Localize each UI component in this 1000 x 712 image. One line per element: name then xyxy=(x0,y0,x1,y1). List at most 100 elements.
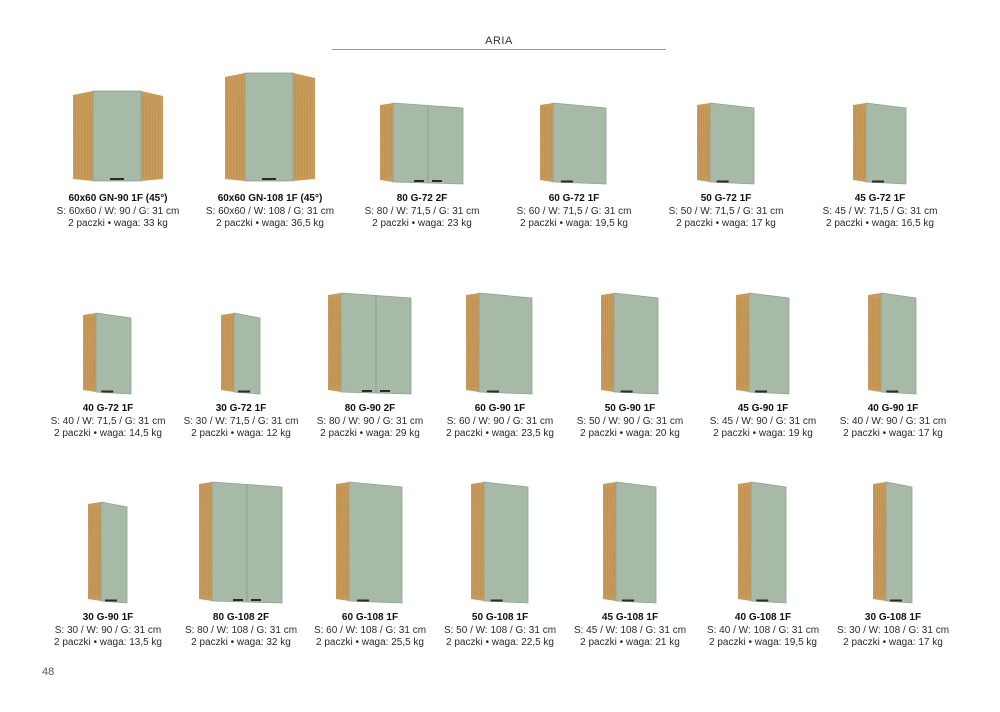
door-front xyxy=(100,501,127,604)
door-front xyxy=(750,481,787,604)
cabinet-name: 50 G-108 1F xyxy=(471,612,529,623)
side-panel xyxy=(198,482,212,601)
cabinet-image xyxy=(87,501,129,606)
cabinet-name: 60x60 GN-108 1F (45°) xyxy=(217,193,323,204)
cabinet-package-weight: 2 paczki • waga: 22,5 kg xyxy=(445,637,554,648)
cabinet-package-weight: 2 paczki • waga: 19,5 kg xyxy=(708,637,817,648)
cabinet-caption: 40 G-90 1F S: 40 / W: 90 / G: 31 cm 2 pacz… xyxy=(818,403,968,441)
cabinet-name: 60 G-108 1F xyxy=(341,612,399,623)
cabinet-image xyxy=(225,71,315,187)
cabinet-dimensions: S: 30 / W: 71,5 / G: 31 cm xyxy=(183,415,299,427)
collection-title: ARIA xyxy=(485,35,513,47)
handle xyxy=(379,390,390,392)
cabinet-caption: 80 G-90 2F S: 80 / W: 90 / G: 31 cm 2 pacz… xyxy=(295,403,445,441)
handle xyxy=(756,599,769,602)
cabinet-drawing xyxy=(327,292,411,395)
cabinet-image xyxy=(379,102,465,187)
cabinet-caption: 60 G-72 1F S: 60 / W: 71,5 / G: 31 cm 2 pa… xyxy=(499,193,649,231)
door-front xyxy=(92,90,142,182)
cabinet-name: 30 G-108 1F xyxy=(864,612,922,623)
header-rule xyxy=(332,49,666,50)
side-panel-left xyxy=(225,73,245,181)
handle xyxy=(361,390,372,392)
door-front xyxy=(244,72,294,182)
handle xyxy=(356,599,369,602)
side-panel xyxy=(220,313,234,392)
cabinet-caption: 30 G-108 1F S: 30 / W: 108 / G: 31 cm 2 pa… xyxy=(818,612,968,650)
cabinet-image xyxy=(466,292,534,397)
cabinet-name: 40 G-108 1F xyxy=(734,612,792,623)
handle xyxy=(754,390,767,393)
cabinet-drawing xyxy=(379,102,463,185)
cabinet-caption: 50 G-72 1F S: 50 / W: 71,5 / G: 31 cm 2 pa… xyxy=(651,193,801,231)
handle xyxy=(886,390,899,393)
cabinet-dimensions: S: 45 / W: 71,5 / G: 31 cm xyxy=(822,205,938,217)
cabinet-caption: 80 G-72 2F S: 80 / W: 71,5 / G: 31 cm 2 pa… xyxy=(347,193,497,231)
handle xyxy=(431,180,442,182)
cabinet-dimensions: S: 40 / W: 90 / G: 31 cm xyxy=(839,415,947,427)
cabinet-image xyxy=(735,292,791,397)
cabinet-drawing xyxy=(470,481,528,604)
side-panel-left xyxy=(73,91,93,181)
cabinet-dimensions: S: 50 / W: 108 / G: 31 cm xyxy=(443,624,557,636)
cabinet-caption: 45 G-72 1F S: 45 / W: 71,5 / G: 31 cm 2 pa… xyxy=(805,193,955,231)
handle xyxy=(110,178,124,180)
cabinet-drawing xyxy=(336,481,403,604)
page-header: ARIA xyxy=(332,34,666,50)
cabinet-name: 45 G-72 1F xyxy=(854,193,906,204)
cabinet-image xyxy=(852,102,908,187)
cabinet-image xyxy=(868,292,918,397)
cabinet-package-weight: 2 paczki • waga: 12 kg xyxy=(191,428,291,439)
cabinet-dimensions: S: 50 / W: 90 / G: 31 cm xyxy=(576,415,684,427)
cabinet-drawing xyxy=(600,292,658,395)
cabinet-dimensions: S: 60 / W: 90 / G: 31 cm xyxy=(446,415,554,427)
door-front xyxy=(478,292,533,395)
side-panel xyxy=(87,502,101,601)
cabinet-caption: 60x60 GN-90 1F (45°) S: 60x60 / W: 90 / G… xyxy=(43,193,193,231)
side-panel xyxy=(735,293,749,392)
cabinet-caption: 45 G-90 1F S: 45 / W: 90 / G: 31 cm 2 pacz… xyxy=(688,403,838,441)
cabinet-image xyxy=(83,312,133,397)
handle xyxy=(101,390,114,393)
cabinet-caption: 60x60 GN-108 1F (45°) S: 60x60 / W: 108 /… xyxy=(195,193,345,231)
cabinet-dimensions: S: 60x60 / W: 90 / G: 31 cm xyxy=(56,205,180,217)
cabinet-image xyxy=(696,102,756,187)
cabinet-image xyxy=(220,312,262,397)
handle xyxy=(621,599,634,602)
cabinet-caption: 40 G-108 1F S: 40 / W: 108 / G: 31 cm 2 pa… xyxy=(688,612,838,650)
cabinet-caption: 30 G-90 1F S: 30 / W: 90 / G: 31 cm 2 pacz… xyxy=(33,612,183,650)
cabinet-drawing xyxy=(738,481,787,604)
handle xyxy=(104,599,117,602)
cabinet-drawing xyxy=(872,481,912,604)
side-panel xyxy=(602,482,616,601)
cabinet-drawing xyxy=(198,481,282,604)
cabinet-image xyxy=(602,481,658,606)
door-front xyxy=(613,292,658,395)
cabinet-dimensions: S: 60 / W: 108 / G: 31 cm xyxy=(313,624,427,636)
handle xyxy=(250,599,261,601)
cabinet-caption: 60 G-90 1F S: 60 / W: 90 / G: 31 cm 2 pacz… xyxy=(425,403,575,441)
door-front xyxy=(348,481,403,604)
cabinet-image xyxy=(73,89,163,187)
side-panel-right xyxy=(293,73,315,181)
cabinet-name: 40 G-90 1F xyxy=(867,403,919,414)
cabinet-drawing xyxy=(540,102,607,185)
cabinet-name: 50 G-72 1F xyxy=(700,193,752,204)
door-front xyxy=(552,102,607,185)
door-front xyxy=(880,292,917,395)
cabinet-package-weight: 2 paczki • waga: 23 kg xyxy=(372,218,472,229)
cabinet-image xyxy=(470,481,530,606)
cabinet-name: 45 G-108 1F xyxy=(601,612,659,623)
cabinet-package-weight: 2 paczki • waga: 25,5 kg xyxy=(315,637,424,648)
cabinet-name: 30 G-90 1F xyxy=(82,612,134,623)
handle xyxy=(490,599,503,602)
cabinet-name: 30 G-72 1F xyxy=(215,403,267,414)
door-front xyxy=(865,102,906,185)
cabinet-caption: 80 G-108 2F S: 80 / W: 108 / G: 31 cm 2 pa… xyxy=(166,612,316,650)
door-front xyxy=(95,312,132,395)
cabinet-drawing xyxy=(735,292,789,395)
cabinet-dimensions: S: 60 / W: 71,5 / G: 31 cm xyxy=(516,205,632,217)
cabinet-name: 60 G-72 1F xyxy=(548,193,600,204)
cabinet-dimensions: S: 30 / W: 90 / G: 31 cm xyxy=(54,624,162,636)
cabinet-dimensions: S: 50 / W: 71,5 / G: 31 cm xyxy=(668,205,784,217)
